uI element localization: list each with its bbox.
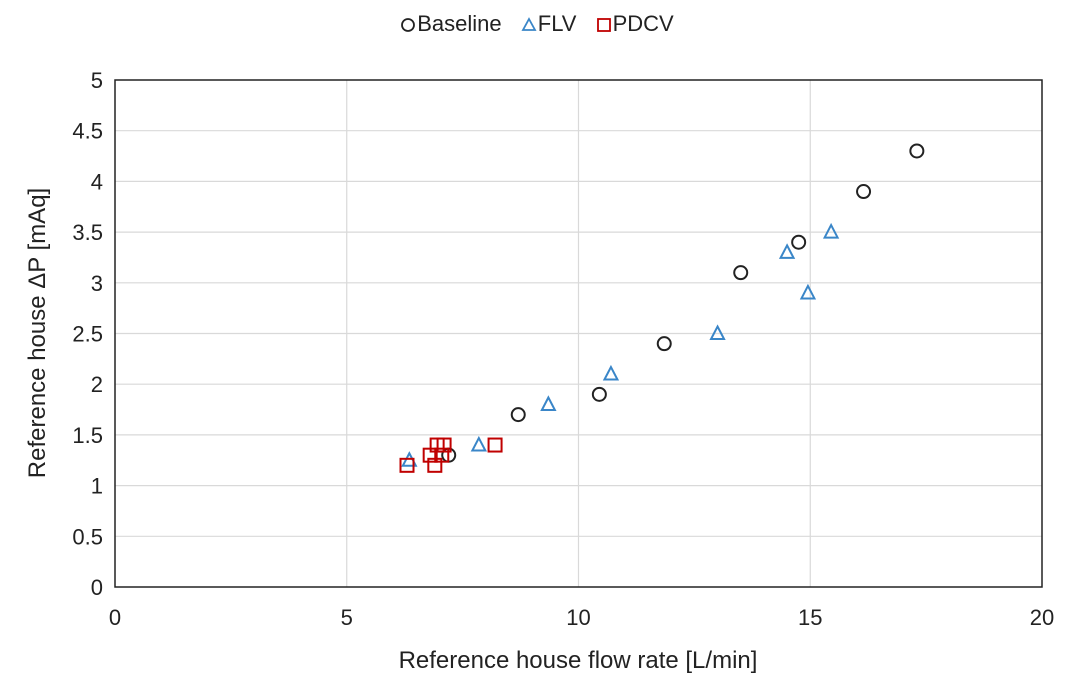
chart-legend: Baseline FLV PDCV xyxy=(0,10,1073,37)
x-tick-label: 10 xyxy=(566,605,590,630)
baseline-point xyxy=(733,265,749,281)
data-points xyxy=(399,143,925,473)
y-tick-label: 1 xyxy=(91,474,103,499)
y-tick-label: 4 xyxy=(91,169,103,194)
baseline-point xyxy=(791,234,807,250)
pdcv-point xyxy=(399,457,415,473)
y-tick-label: 3.5 xyxy=(72,220,103,245)
flv-point xyxy=(778,243,796,259)
x-axis-label: Reference house flow rate [L/min] xyxy=(399,647,758,674)
legend-label-pdcv: PDCV xyxy=(612,11,674,37)
legend-label-baseline: Baseline xyxy=(417,11,502,37)
y-tick-label: 0 xyxy=(91,575,103,600)
y-tick-label: 1.5 xyxy=(72,423,103,448)
x-tick-label: 0 xyxy=(109,605,121,630)
baseline-point xyxy=(909,143,925,159)
y-tick-label: 2 xyxy=(91,372,103,397)
x-tick-label: 20 xyxy=(1030,605,1054,630)
y-axis-ticks: 0 0.5 1 1.5 2 2.5 3 3.5 4 4.5 5 xyxy=(72,68,103,600)
baseline-point xyxy=(856,184,872,200)
legend-square-marker xyxy=(596,18,611,33)
legend-item-baseline: Baseline xyxy=(399,10,502,37)
pdcv-point xyxy=(434,447,450,463)
legend-circle-marker xyxy=(401,18,416,33)
x-tick-label: 5 xyxy=(341,605,353,630)
plot-area-frame xyxy=(114,79,1043,588)
y-axis-label: Reference house ΔP [mAq] xyxy=(24,188,51,478)
grid-lines xyxy=(115,80,1042,587)
flv-point xyxy=(709,324,726,340)
flv-point xyxy=(602,364,620,381)
flv-point xyxy=(540,395,557,411)
baseline-point xyxy=(510,407,526,423)
legend-item-pdcv: PDCV xyxy=(595,10,674,37)
x-tick-label: 15 xyxy=(798,605,822,630)
pdcv-point xyxy=(436,437,452,453)
flv-point xyxy=(822,222,840,239)
x-axis-ticks: 0 5 10 15 20 xyxy=(109,605,1054,630)
y-tick-label: 5 xyxy=(91,68,103,93)
legend-label-flv: FLV xyxy=(537,11,577,37)
baseline-point xyxy=(656,336,672,352)
flv-point xyxy=(470,435,487,452)
flv-point xyxy=(799,283,817,300)
baseline-point xyxy=(591,386,607,402)
y-tick-label: 2.5 xyxy=(72,322,103,347)
pdcv-point xyxy=(487,437,503,453)
y-tick-label: 4.5 xyxy=(72,119,103,144)
y-tick-label: 0.5 xyxy=(72,524,103,549)
y-tick-label: 3 xyxy=(91,271,103,296)
legend-item-flv: FLV xyxy=(520,10,577,37)
legend-triangle-marker xyxy=(521,17,537,32)
